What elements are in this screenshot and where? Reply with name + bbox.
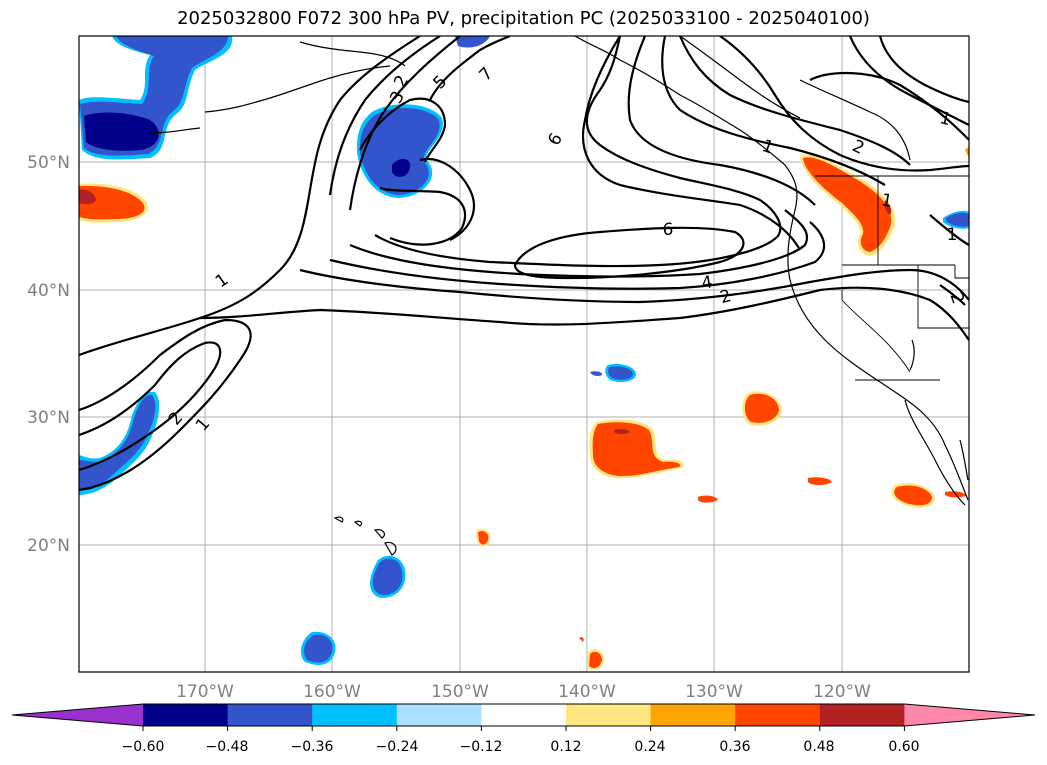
lon-label-150w: 150°W xyxy=(431,682,489,702)
lat-label-50n: 50°N xyxy=(27,153,70,173)
lat-label-40n: 40°N xyxy=(27,281,70,301)
borders xyxy=(815,175,969,381)
longitude-labels: 170°W 160°W 150°W 140°W 130°W 120°W xyxy=(176,682,871,702)
colorbar-swatch xyxy=(566,704,652,726)
colorbar-tick: −0.60 xyxy=(122,739,165,755)
lon-label-140w: 140°W xyxy=(558,682,616,702)
precip-positive-patches xyxy=(79,146,969,670)
colorbar-tick: −0.24 xyxy=(376,739,419,755)
colorbar-swatch xyxy=(12,704,143,726)
map-frame xyxy=(78,35,970,673)
lon-label-120w: 120°W xyxy=(813,682,871,702)
colorbar-tick: −0.36 xyxy=(291,739,334,755)
colorbar-tick-labels: −0.60 −0.48 −0.36 −0.24 −0.12 0.12 0.24 … xyxy=(122,739,920,755)
map-area xyxy=(79,36,969,672)
colorbar: −0.60 −0.48 −0.36 −0.24 −0.12 0.12 0.24 … xyxy=(11,703,1036,755)
colorbar-tick: −0.12 xyxy=(460,739,503,755)
colorbar-swatch xyxy=(396,704,482,726)
colorbar-tick: −0.48 xyxy=(206,739,249,755)
lon-label-160w: 160°W xyxy=(303,682,361,702)
colorbar-swatch xyxy=(481,704,567,726)
latitude-labels: 50°N 40°N 30°N 20°N xyxy=(27,153,70,556)
contour-label: 1 xyxy=(880,190,894,212)
colorbar-tick: 0.60 xyxy=(888,739,919,755)
lat-label-20n: 20°N xyxy=(27,536,70,556)
map-title: 2025032800 F072 300 hPa PV, precipitatio… xyxy=(177,8,870,29)
colorbar-swatch xyxy=(227,704,313,726)
contour-label: 1 xyxy=(937,108,953,130)
colorbar-swatch xyxy=(904,704,1035,726)
colorbar-swatches xyxy=(11,703,1036,731)
colorbar-swatch xyxy=(819,704,905,726)
contour-label: 1 xyxy=(947,225,958,245)
contour-label: 2 xyxy=(718,286,734,308)
colorbar-swatch xyxy=(143,704,229,726)
lon-label-130w: 130°W xyxy=(685,682,743,702)
lat-label-30n: 30°N xyxy=(27,408,70,428)
pv-contours xyxy=(79,36,969,492)
colorbar-tick: 0.36 xyxy=(719,739,750,755)
precip-negative-patches xyxy=(79,36,969,665)
contour-label: 6 xyxy=(663,220,674,240)
lon-label-170w: 170°W xyxy=(176,682,234,702)
contour-label: 4 xyxy=(700,272,714,294)
colorbar-tick: 0.12 xyxy=(550,739,581,755)
graticule xyxy=(79,36,969,672)
colorbar-tick: 0.24 xyxy=(634,739,665,755)
colorbar-swatch xyxy=(312,704,398,726)
colorbar-swatch xyxy=(650,704,736,726)
colorbar-tick: 0.48 xyxy=(803,739,834,755)
colorbar-swatch xyxy=(735,704,821,726)
